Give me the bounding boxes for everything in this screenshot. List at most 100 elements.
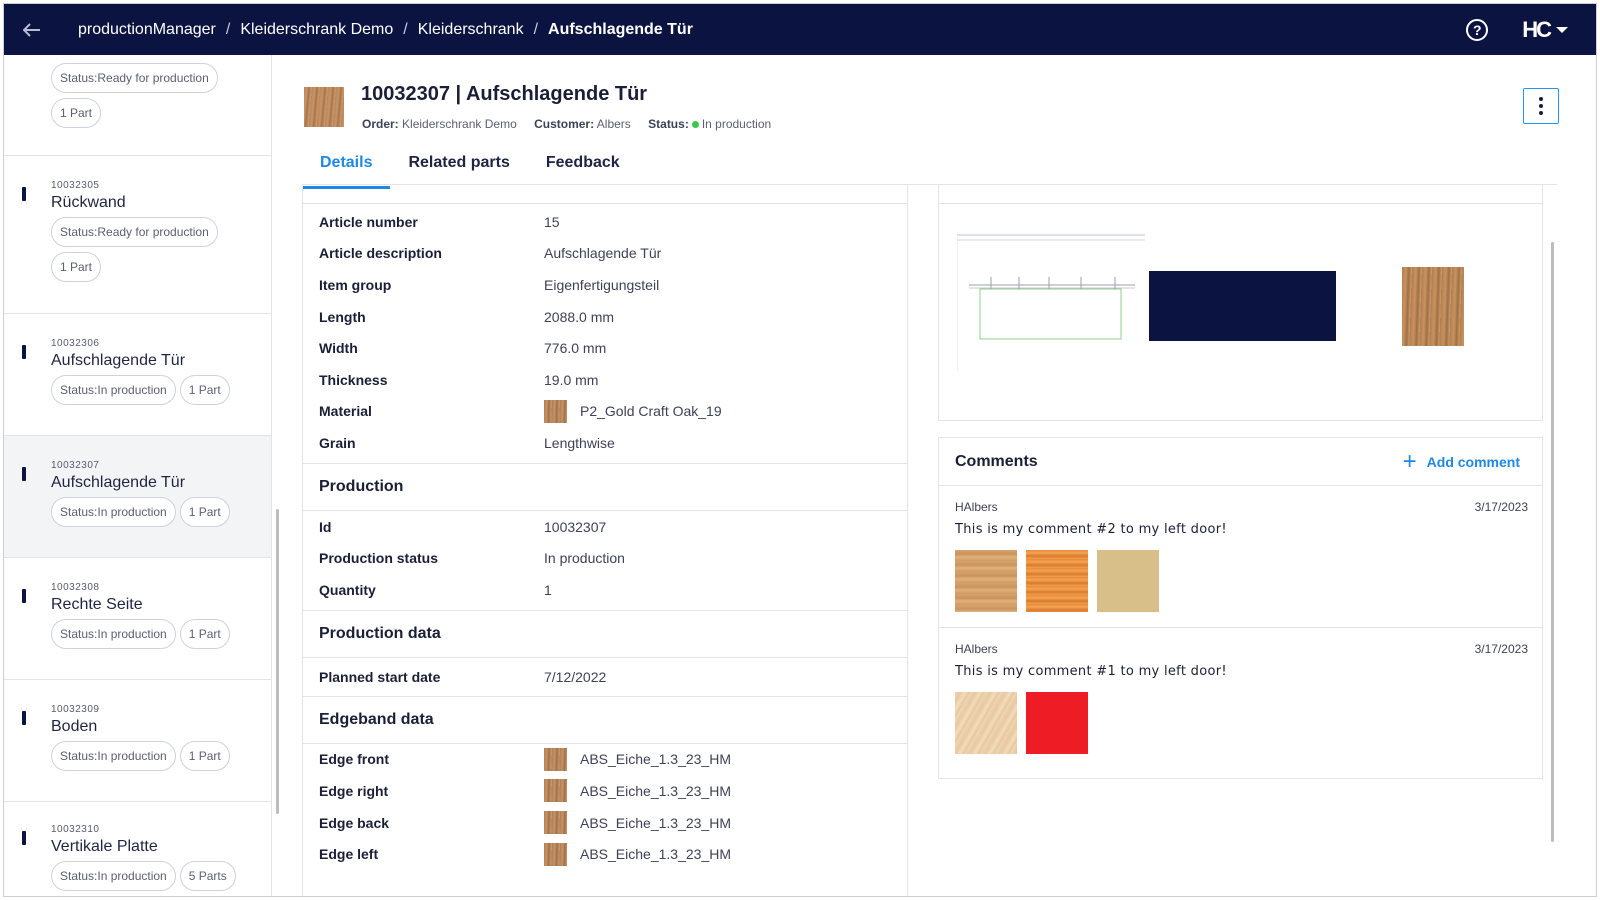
- parts-chip: 1 Part: [51, 252, 102, 282]
- detail-label: Grain: [319, 434, 356, 451]
- breadcrumb-item[interactable]: Kleiderschrank: [417, 20, 524, 38]
- app-window: productionManager / Kleiderschrank Demo …: [3, 3, 1597, 897]
- part-name: Aufschlagende Tür: [51, 352, 186, 369]
- sidebar-item-10032310[interactable]: 10032310 Vertikale Platte Status:In prod…: [4, 802, 271, 896]
- detail-label: Id: [319, 518, 332, 535]
- brand-logo: HC: [1522, 16, 1552, 42]
- part-name: Aufschlagende Tür: [51, 474, 186, 491]
- breadcrumb-separator: /: [533, 20, 539, 38]
- caret-down-icon: [1556, 26, 1568, 33]
- status-chip: Status:In production: [51, 375, 176, 405]
- parts-chip: 5 Parts: [179, 861, 236, 891]
- comment-date: 3/17/2023: [1474, 500, 1528, 514]
- detail-label: Length: [319, 308, 366, 325]
- breadcrumb-item[interactable]: productionManager: [78, 20, 216, 38]
- status-chip: Status:In production: [51, 741, 176, 771]
- detail-label: Width: [319, 340, 358, 357]
- detail-row: Quantity 1: [303, 574, 907, 606]
- account-menu[interactable]: HC: [1522, 17, 1568, 43]
- edge-swatch: [544, 811, 567, 835]
- detail-value: 10032307: [544, 518, 607, 535]
- sidebar-item-10032309[interactable]: 10032309 Boden Status:In production 1 Par…: [4, 680, 271, 802]
- detail-row: Id 10032307: [303, 511, 907, 543]
- detail-label: Thickness: [319, 371, 388, 388]
- main-scrollbar[interactable]: [1551, 242, 1554, 842]
- arrow-left-icon: [23, 22, 40, 37]
- comment-image[interactable]: [955, 692, 1017, 754]
- detail-row: Article number 15: [303, 206, 907, 238]
- item-marker: [22, 187, 26, 201]
- detail-row: Grain Lengthwise: [303, 427, 907, 459]
- detail-label: Item group: [319, 276, 392, 293]
- item-marker: [22, 831, 26, 845]
- part-number: 10032310: [51, 824, 100, 835]
- edge-swatch: [544, 747, 567, 771]
- section-title-production-data: Production data: [319, 624, 441, 642]
- top-bar: productionManager / Kleiderschrank Demo …: [4, 4, 1596, 55]
- sidebar-item-10032305[interactable]: 10032305 Rückwand Status:Ready for produ…: [4, 156, 271, 314]
- detail-label: Material: [319, 403, 372, 420]
- sidebar-item-10032306[interactable]: 10032306 Aufschlagende Tür Status:In pro…: [4, 314, 271, 436]
- cad-drawing[interactable]: [957, 231, 1147, 371]
- comments-panel: Comments + Add comment HAlbers 3/17/2023…: [938, 437, 1543, 779]
- detail-value: ABS_Eiche_1.3_23_HM: [580, 846, 731, 863]
- detail-value: ABS_Eiche_1.3_23_HM: [580, 751, 731, 768]
- more-options-button[interactable]: [1523, 88, 1559, 124]
- detail-value: P2_Gold Craft Oak_19: [580, 403, 722, 420]
- detail-row: Thickness 19.0 mm: [303, 364, 907, 396]
- detail-row: Production status In production: [303, 542, 907, 574]
- parts-chip: 1 Part: [179, 741, 230, 771]
- detail-label: Quantity: [319, 581, 376, 598]
- breadcrumb-item[interactable]: Kleiderschrank Demo: [240, 20, 394, 38]
- parts-chip: 1 Part: [179, 497, 230, 527]
- detail-row: Edge front ABS_Eiche_1.3_23_HM: [303, 744, 907, 776]
- order-value: Kleiderschrank Demo: [402, 117, 517, 131]
- part-number: 10032306: [51, 338, 100, 349]
- comment-image[interactable]: [1026, 550, 1088, 612]
- page-title: 10032307 | Aufschlagende Tür: [361, 83, 648, 105]
- detail-row: Width 776.0 mm: [303, 332, 907, 364]
- sidebar-scrollbar[interactable]: [276, 509, 279, 814]
- tab-bar: Details Related parts Feedback: [302, 142, 638, 189]
- back-button[interactable]: [4, 4, 60, 55]
- detail-value: 2088.0 mm: [544, 308, 615, 325]
- part-meta: Order: Kleiderschrank Demo Customer: Alb…: [362, 117, 785, 131]
- parts-chip: 1 Part: [179, 619, 230, 649]
- detail-value: Aufschlagende Tür: [544, 245, 662, 262]
- sidebar-item-10032308[interactable]: 10032308 Rechte Seite Status:In producti…: [4, 558, 271, 680]
- order-label: Order:: [362, 117, 399, 131]
- detail-row: Length 2088.0 mm: [303, 301, 907, 333]
- tab-feedback[interactable]: Feedback: [545, 154, 620, 171]
- detail-row: Material P2_Gold Craft Oak_19: [303, 396, 907, 428]
- material-preview: [1402, 267, 1464, 346]
- comment-image[interactable]: [1026, 692, 1088, 754]
- sidebar-item-10032307[interactable]: 10032307 Aufschlagende Tür Status:In pro…: [4, 436, 271, 558]
- sidebar-item-partial[interactable]: Status:Ready for production 1 Part: [4, 55, 271, 156]
- part-name: Boden: [51, 718, 98, 735]
- tab-related-parts[interactable]: Related parts: [408, 154, 510, 171]
- customer-value: Albers: [596, 117, 631, 131]
- item-marker: [22, 589, 26, 603]
- help-icon[interactable]: ?: [1466, 18, 1489, 41]
- part-number: 10032309: [51, 704, 100, 715]
- breadcrumb-separator: /: [225, 20, 231, 38]
- comment-image[interactable]: [955, 550, 1017, 612]
- item-marker: [22, 467, 26, 481]
- material-swatch: [544, 399, 567, 423]
- detail-label: Production status: [319, 550, 439, 567]
- detail-value: 15: [544, 213, 560, 230]
- part-3d-view[interactable]: [1149, 271, 1336, 341]
- comments-title: Comments: [955, 452, 1038, 470]
- comment-text: This is my comment #2 to my left door!: [955, 522, 1227, 537]
- tab-details[interactable]: Details: [302, 142, 391, 189]
- part-name: Rückwand: [51, 194, 126, 211]
- detail-label: Edge left: [319, 846, 379, 863]
- add-comment-button[interactable]: + Add comment: [1402, 447, 1520, 475]
- comment-image[interactable]: [1097, 550, 1159, 612]
- detail-value: 1: [544, 581, 552, 598]
- comment-author: HAlbers: [955, 500, 998, 514]
- status-chip: Status:In production: [51, 861, 176, 891]
- plus-icon: +: [1402, 447, 1417, 475]
- detail-label: Planned start date: [319, 668, 441, 685]
- status-label: Status:: [648, 117, 689, 131]
